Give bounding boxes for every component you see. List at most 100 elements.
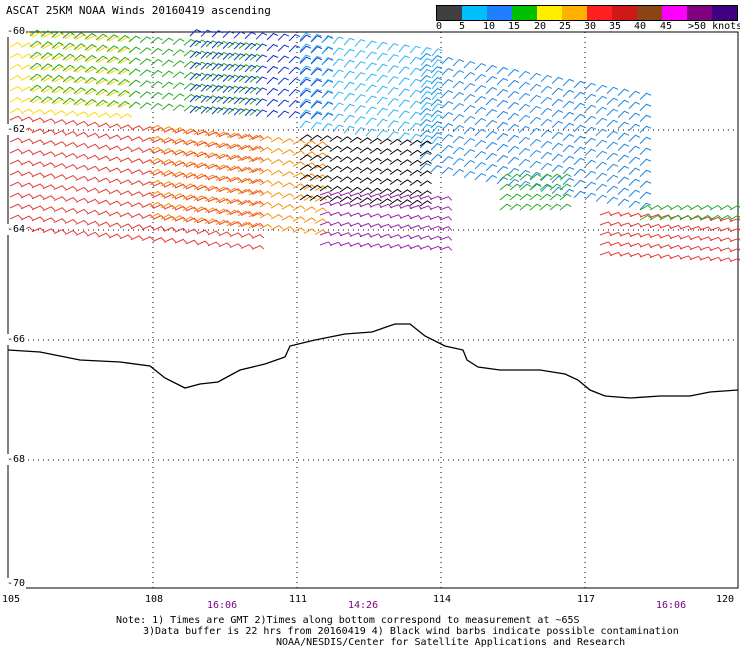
wind-barb [237, 133, 251, 140]
wind-barb [573, 157, 586, 166]
wind-barb [343, 37, 355, 46]
wind-barb [376, 96, 388, 105]
wind-barb [463, 71, 476, 80]
wind-barb [185, 239, 199, 245]
wind-barb [108, 123, 122, 129]
wind-barb [420, 80, 432, 88]
wind-barb [299, 120, 311, 129]
wind-barb [251, 156, 265, 162]
wind-barb [628, 189, 641, 197]
wind-barb [339, 202, 353, 207]
wind-barb [319, 195, 332, 202]
wind-barb [31, 128, 45, 134]
wind-barb [75, 208, 89, 214]
wind-barb [419, 205, 433, 211]
wind-barb [161, 70, 174, 78]
wind-barb [540, 162, 553, 171]
wind-barb [266, 76, 279, 85]
wind-barb [160, 147, 174, 154]
wind-barb [84, 32, 97, 40]
wind-barb [86, 154, 100, 160]
wind-barb [229, 221, 243, 227]
wind-barb [240, 222, 254, 227]
wind-barb [507, 145, 520, 154]
wind-barb [193, 162, 207, 168]
wind-barb [106, 45, 119, 53]
wind-barb [31, 64, 45, 71]
wind-barb [163, 226, 177, 232]
wind-barb [419, 53, 432, 61]
wind-barb [343, 81, 355, 90]
wind-barb [319, 175, 332, 182]
wind-barb [200, 51, 213, 59]
wind-barb [149, 212, 163, 219]
wind-barb [609, 241, 623, 247]
wind-barb [387, 43, 399, 51]
wind-barb [299, 109, 311, 118]
wind-barb [431, 48, 443, 57]
wind-barb [218, 220, 232, 226]
wind-barb [108, 200, 122, 206]
wind-barb [419, 160, 432, 167]
wind-barb [507, 134, 520, 143]
wind-barb [97, 221, 111, 227]
wind-barb [709, 214, 723, 221]
colorbar-label: 40 [634, 21, 647, 32]
wind-barb [161, 48, 174, 56]
wind-barb [194, 61, 207, 69]
wind-barb [130, 158, 144, 164]
antarctic-coastline [7, 323, 739, 399]
wind-barb [299, 164, 312, 171]
wind-barb [309, 174, 322, 181]
wind-barb [238, 75, 251, 82]
wind-barb [629, 252, 643, 258]
wind-barb [398, 99, 410, 108]
wind-barb [329, 175, 342, 182]
wind-barb [354, 83, 366, 91]
wind-barb [369, 203, 383, 209]
wind-barb [299, 174, 312, 181]
wind-barb [73, 54, 86, 62]
wind-barb [649, 253, 663, 259]
wind-barb [182, 216, 196, 222]
wind-barb [130, 235, 144, 241]
wind-barb [314, 218, 328, 224]
wind-barb [387, 109, 399, 117]
wind-barb [31, 31, 45, 38]
wind-barb [389, 138, 402, 145]
wind-barb [398, 132, 410, 141]
wind-barb [227, 74, 240, 82]
wind-barb [259, 201, 273, 208]
wind-barb [321, 112, 333, 120]
wind-barb [172, 82, 185, 89]
wind-barb [332, 36, 344, 45]
wind-barb [628, 134, 641, 142]
pass-time-label: 16:06 [656, 600, 687, 611]
wind-barb [194, 50, 207, 58]
colorbar-label: 15 [508, 21, 521, 32]
wind-barb [207, 153, 221, 159]
wind-barb [399, 139, 412, 146]
wind-barb [205, 73, 218, 80]
lon-label: 111 [289, 594, 308, 605]
wind-barb [452, 124, 465, 133]
wind-barb [679, 225, 693, 231]
wind-barb [9, 85, 23, 92]
wind-barb [227, 63, 240, 71]
wind-barb [9, 137, 23, 143]
wind-barb [387, 120, 399, 128]
wind-barb [20, 64, 34, 70]
wind-barb [376, 41, 388, 50]
wind-barb [329, 155, 342, 162]
wind-barb [128, 57, 141, 65]
wind-barb [200, 73, 213, 81]
wind-barb [332, 58, 344, 67]
wind-barb [108, 211, 122, 217]
wind-barb [64, 141, 78, 147]
wind-barb [53, 44, 67, 50]
wind-barb [452, 135, 465, 144]
wind-barb [238, 64, 251, 71]
wind-barb [359, 192, 373, 198]
wind-barb [485, 108, 498, 117]
wind-barb [249, 64, 262, 72]
